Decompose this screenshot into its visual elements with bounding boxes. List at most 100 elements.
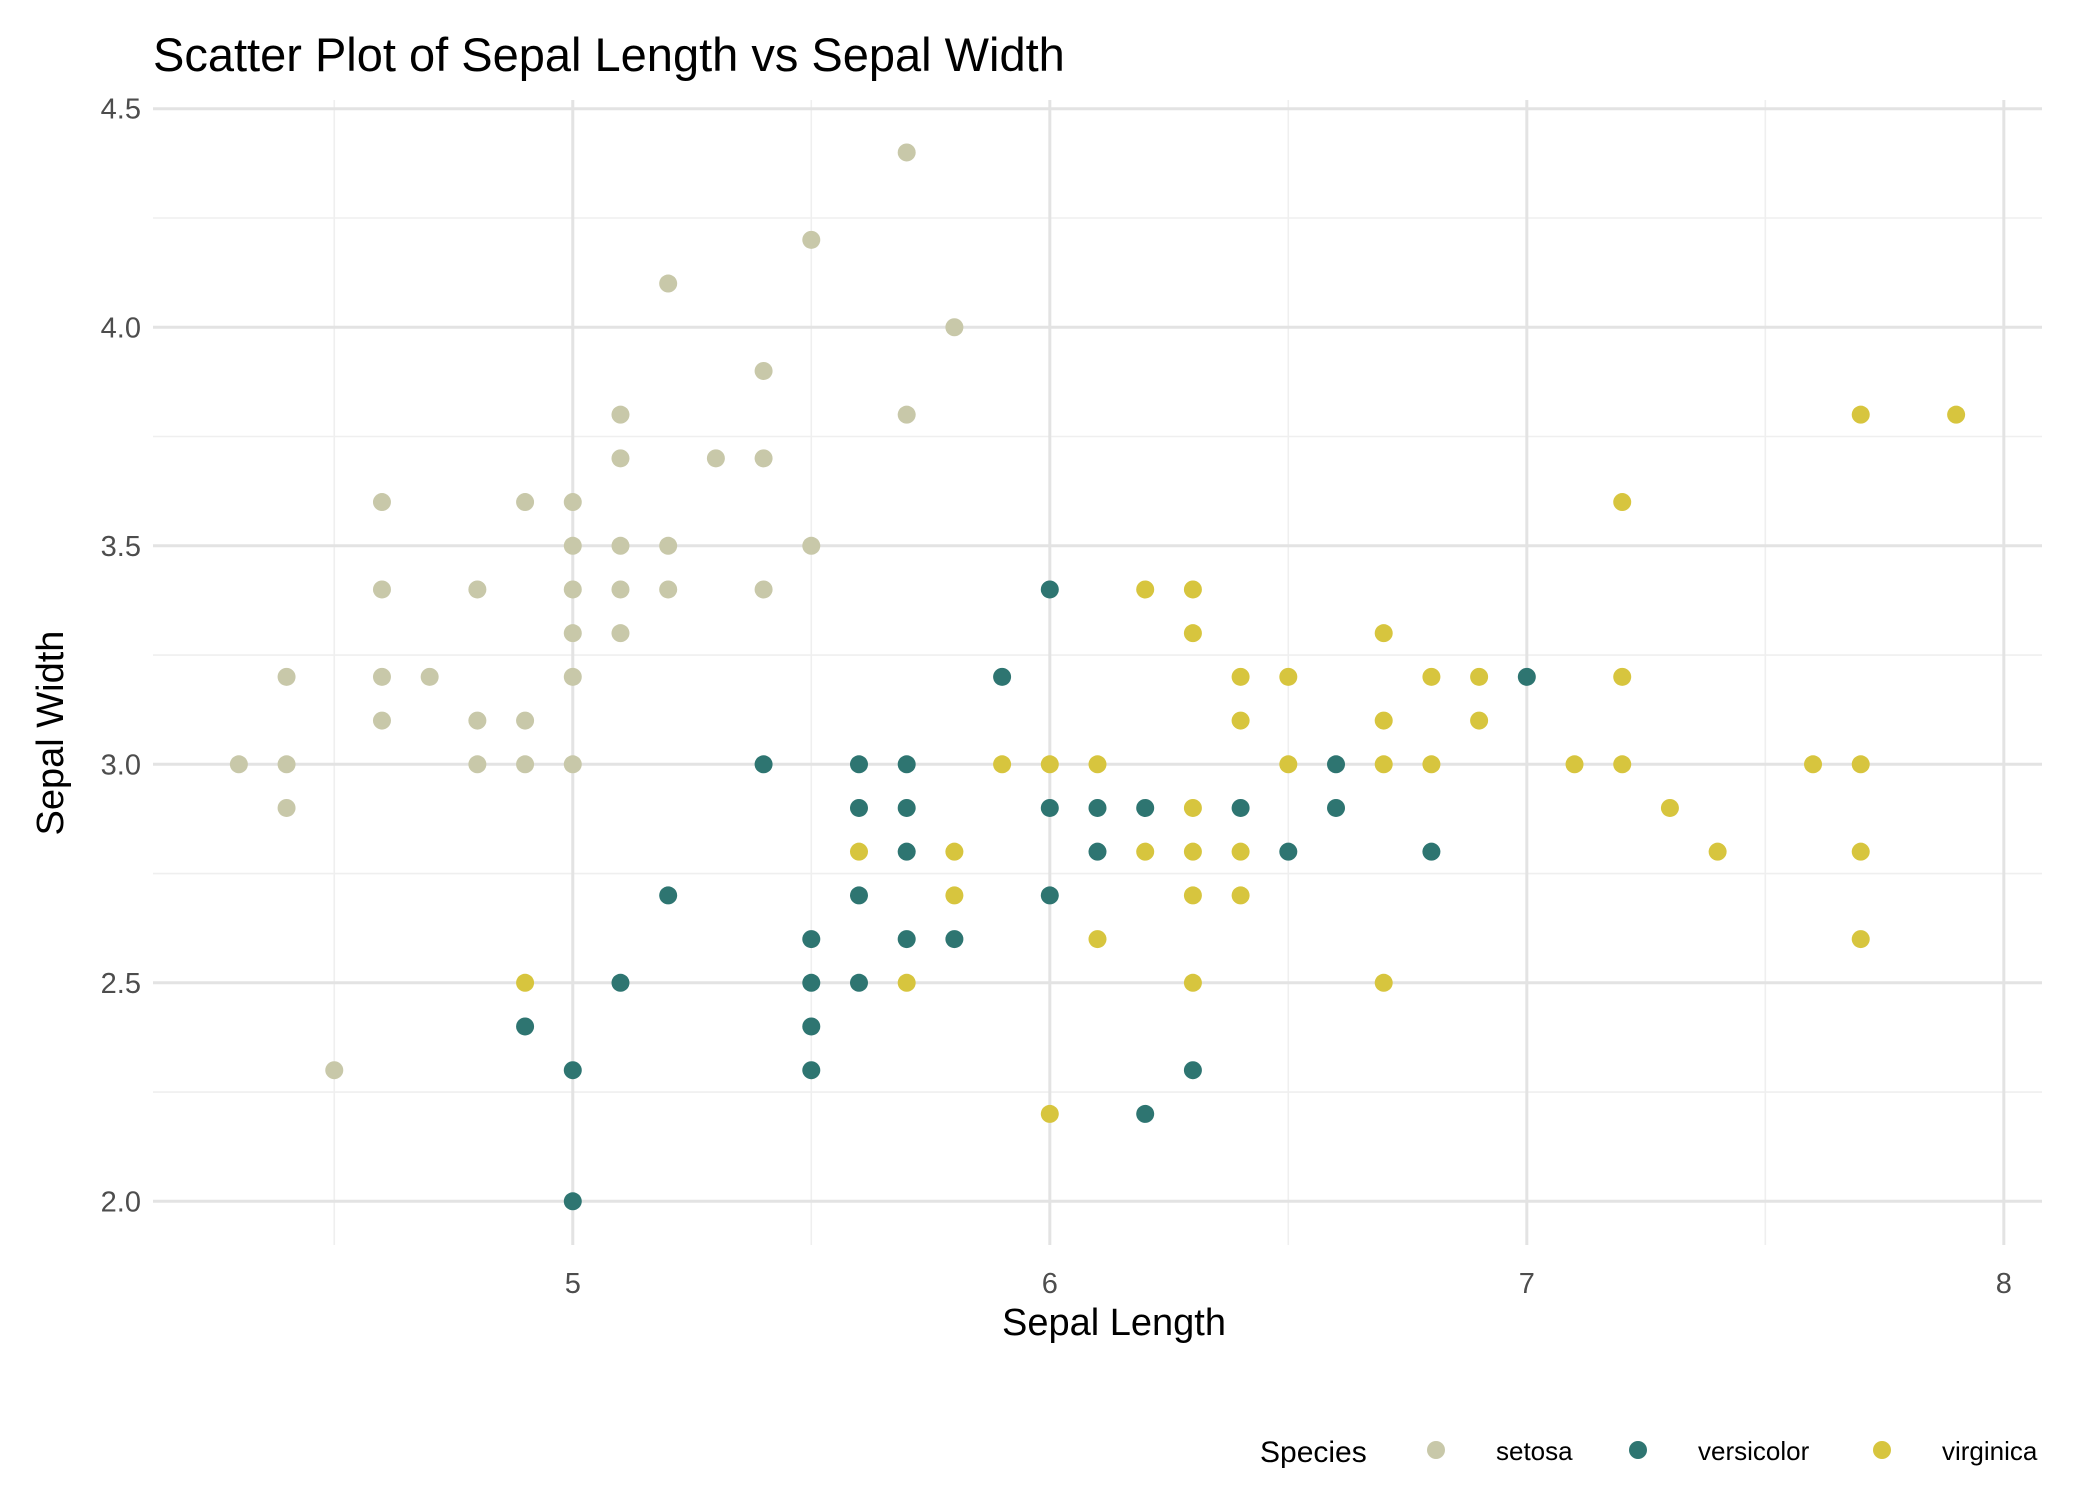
data-point-virginica: [1231, 667, 1250, 686]
x-tick-label: 8: [1996, 1268, 2012, 1300]
legend-label-virginica: virginica: [1942, 1436, 2038, 1466]
data-point-virginica: [1851, 405, 1870, 424]
grid: [153, 100, 2042, 1245]
data-point-virginica: [897, 973, 916, 992]
data-point-versicolor: [897, 930, 916, 949]
data-point-setosa: [563, 667, 582, 686]
data-point-versicolor: [516, 1017, 535, 1036]
data-point-virginica: [1804, 755, 1823, 774]
data-point-virginica: [1183, 842, 1202, 861]
data-point-setosa: [563, 493, 582, 512]
data-point-virginica: [1374, 624, 1393, 643]
data-point-setosa: [277, 755, 296, 774]
legend[interactable]: Species setosa versicolor virginica: [1260, 1436, 2038, 1469]
data-point-versicolor: [611, 973, 630, 992]
data-point-virginica: [1231, 711, 1250, 730]
data-point-setosa: [277, 798, 296, 817]
data-point-versicolor: [897, 755, 916, 774]
data-point-virginica: [1136, 580, 1155, 599]
data-point-virginica: [1422, 755, 1441, 774]
x-tick-label: 5: [565, 1268, 581, 1300]
data-point-setosa: [563, 536, 582, 555]
data-point-setosa: [945, 318, 964, 337]
data-point-virginica: [1851, 842, 1870, 861]
data-point-setosa: [754, 580, 773, 599]
data-point-setosa: [706, 449, 725, 468]
data-point-setosa: [372, 711, 391, 730]
data-point-virginica: [1851, 930, 1870, 949]
legend-items: setosa versicolor virginica: [1427, 1436, 2038, 1466]
y-tick-label: 4.5: [101, 94, 141, 126]
data-points: [229, 143, 1966, 1211]
data-point-versicolor: [849, 798, 868, 817]
chart-title: Scatter Plot of Sepal Length vs Sepal Wi…: [153, 28, 1065, 81]
data-point-setosa: [468, 711, 487, 730]
legend-key-versicolor: [1629, 1441, 1647, 1459]
legend-item-virginica: virginica: [1873, 1436, 2038, 1466]
data-point-setosa: [516, 711, 535, 730]
data-point-virginica: [1613, 493, 1632, 512]
data-point-virginica: [1231, 886, 1250, 905]
data-point-versicolor: [849, 755, 868, 774]
data-point-virginica: [1231, 842, 1250, 861]
data-point-virginica: [1040, 755, 1059, 774]
data-point-virginica: [1374, 711, 1393, 730]
data-point-setosa: [659, 536, 678, 555]
data-point-virginica: [1183, 886, 1202, 905]
x-axis-label: Sepal Length: [1002, 1302, 1226, 1344]
data-point-versicolor: [1088, 798, 1107, 817]
data-point-virginica: [849, 842, 868, 861]
data-point-setosa: [563, 580, 582, 599]
data-point-versicolor: [945, 930, 964, 949]
data-point-setosa: [659, 580, 678, 599]
data-point-setosa: [611, 405, 630, 424]
data-point-virginica: [945, 842, 964, 861]
data-point-virginica: [1040, 1104, 1059, 1123]
data-point-setosa: [420, 667, 439, 686]
legend-title: Species: [1260, 1436, 1367, 1469]
data-point-virginica: [1183, 798, 1202, 817]
data-point-virginica: [1279, 755, 1298, 774]
y-axis-ticks: 2.0 2.5 3.0 3.5 4.0 4.5: [101, 94, 141, 1219]
data-point-versicolor: [802, 930, 821, 949]
data-point-versicolor: [1279, 842, 1298, 861]
data-point-versicolor: [1088, 842, 1107, 861]
data-point-versicolor: [659, 886, 678, 905]
data-point-setosa: [372, 580, 391, 599]
y-tick-label: 3.5: [101, 531, 141, 563]
data-point-virginica: [1947, 405, 1966, 424]
data-point-setosa: [372, 667, 391, 686]
y-tick-label: 3.0: [101, 749, 141, 781]
data-point-virginica: [1422, 667, 1441, 686]
data-point-versicolor: [563, 1061, 582, 1080]
data-point-virginica: [1088, 755, 1107, 774]
data-point-virginica: [1613, 667, 1632, 686]
y-axis-label: Sepal Width: [30, 631, 72, 836]
data-point-versicolor: [849, 973, 868, 992]
data-point-virginica: [1183, 624, 1202, 643]
data-point-setosa: [611, 449, 630, 468]
data-point-setosa: [611, 580, 630, 599]
x-tick-label: 6: [1042, 1268, 1058, 1300]
data-point-versicolor: [1136, 1104, 1155, 1123]
data-point-virginica: [993, 755, 1012, 774]
legend-label-setosa: setosa: [1496, 1436, 1573, 1466]
data-point-versicolor: [802, 1017, 821, 1036]
data-point-versicolor: [802, 1061, 821, 1080]
legend-label-versicolor: versicolor: [1698, 1436, 1810, 1466]
data-point-setosa: [468, 755, 487, 774]
data-point-virginica: [516, 973, 535, 992]
data-point-versicolor: [1136, 798, 1155, 817]
data-point-virginica: [1565, 755, 1584, 774]
data-point-virginica: [1374, 755, 1393, 774]
data-point-versicolor: [754, 755, 773, 774]
data-point-setosa: [802, 230, 821, 249]
data-point-virginica: [1613, 755, 1632, 774]
data-point-setosa: [563, 624, 582, 643]
data-point-versicolor: [1040, 580, 1059, 599]
legend-item-setosa: setosa: [1427, 1436, 1573, 1466]
data-point-setosa: [516, 755, 535, 774]
data-point-virginica: [1470, 711, 1489, 730]
